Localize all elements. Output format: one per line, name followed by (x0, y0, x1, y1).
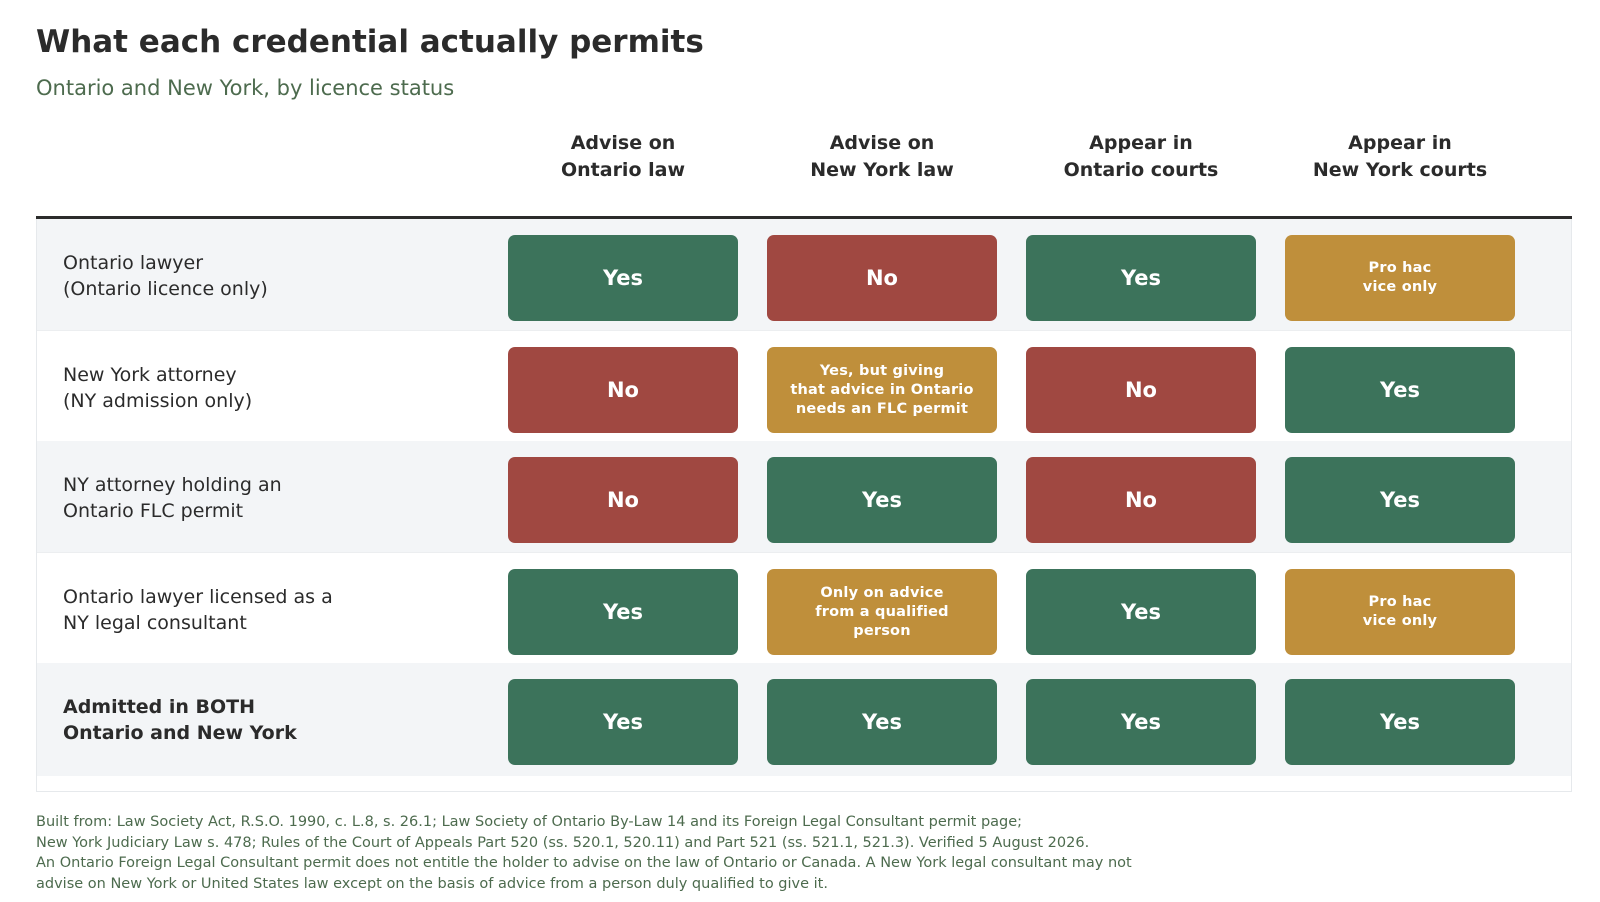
text-line: Yes (861, 488, 903, 512)
text-line: from a qualified (815, 603, 949, 620)
text-line: New York attorney (63, 363, 237, 386)
text-line: advise on New York or United States law … (36, 875, 828, 892)
text-line: No (865, 266, 898, 290)
text-line: Yes (1120, 600, 1162, 624)
status-cell-partial: Yes, but giving that advice in Ontario nee… (767, 347, 997, 433)
text-line: needs an FLC permit (795, 400, 969, 417)
text-line: person (853, 622, 911, 639)
text-line: Ontario law (560, 159, 686, 181)
text-line: that advice in Ontario (790, 381, 974, 398)
text-line: New York law (810, 159, 954, 181)
column-header-2: Advise on New York law (762, 130, 1002, 184)
text-line: Yes (1379, 488, 1421, 512)
text-line: vice only (1362, 613, 1438, 629)
text-line: Yes (1120, 710, 1162, 734)
text-line: Advise on (829, 132, 935, 154)
status-cell-yes: Yes (1285, 347, 1515, 433)
status-cell-partial: Only on advice from a qualified person (767, 569, 997, 655)
row-label: Admitted in BOTH Ontario and New York (63, 663, 297, 776)
status-cell-partial: Pro hac vice only (1285, 569, 1515, 655)
column-header-1: Advise on Ontario law (503, 130, 743, 184)
status-cell-yes: Yes (1285, 679, 1515, 765)
chart-subtitle: Ontario and New York, by licence status (36, 76, 455, 100)
status-cell-yes: Yes (1026, 679, 1256, 765)
text-line: Ontario lawyer (63, 251, 204, 274)
text-line: Advise on (570, 132, 676, 154)
text-line: No (606, 488, 639, 512)
text-line: New York courts (1312, 159, 1488, 181)
row-label: Ontario lawyer licensed as a NY legal con… (63, 553, 333, 666)
status-cell-yes: Yes (508, 679, 738, 765)
row-label: New York attorney (NY admission only) (63, 331, 252, 444)
status-cell-no: No (767, 235, 997, 321)
status-cell-yes: Yes (1026, 235, 1256, 321)
text-line: An Ontario Foreign Legal Consultant perm… (36, 855, 1132, 871)
status-cell-no: No (508, 457, 738, 543)
source-footnote: Built from: Law Society Act, R.S.O. 1990… (36, 812, 1132, 894)
text-line: NY legal consultant (63, 611, 247, 634)
status-cell-yes: Yes (1026, 569, 1256, 655)
table-row: NY attorney holding an Ontario FLC permit… (36, 441, 1572, 554)
text-line: New York Judiciary Law s. 478; Rules of … (36, 834, 1090, 851)
status-cell-no: No (1026, 457, 1256, 543)
text-line: Yes (1379, 710, 1421, 734)
text-line: Only on advice (820, 584, 944, 601)
table-row: Ontario lawyer licensed as a NY legal con… (36, 552, 1572, 665)
text-line: No (1124, 488, 1157, 512)
text-line: Yes (1379, 378, 1421, 402)
text-line: No (606, 378, 639, 402)
text-line: Admitted in BOTH (63, 695, 256, 718)
text-line: Ontario courts (1063, 159, 1219, 181)
text-line: Ontario FLC permit (63, 499, 244, 522)
text-line: Yes, but giving (819, 362, 945, 379)
status-cell-yes: Yes (508, 235, 738, 321)
table-row: New York attorney (NY admission only) No Ye… (36, 330, 1572, 443)
text-line: Built from: Law Society Act, R.S.O. 1990… (36, 814, 1023, 830)
text-line: Appear in (1348, 132, 1452, 154)
header-rule (36, 216, 1572, 219)
status-cell-partial: Pro hac vice only (1285, 235, 1515, 321)
text-line: (Ontario licence only) (63, 277, 268, 300)
status-cell-yes: Yes (767, 457, 997, 543)
text-line: Yes (861, 710, 903, 734)
status-cell-yes: Yes (508, 569, 738, 655)
text-line: (NY admission only) (63, 389, 253, 412)
status-cell-yes: Yes (1285, 457, 1515, 543)
status-cell-yes: Yes (767, 679, 997, 765)
status-cell-no: No (1026, 347, 1256, 433)
text-line: Yes (1120, 266, 1162, 290)
text-line: No (1124, 378, 1157, 402)
row-label: Ontario lawyer (Ontario licence only) (63, 219, 268, 332)
text-line: vice only (1362, 279, 1438, 295)
text-line: Pro hac (1368, 594, 1432, 610)
column-header-3: Appear in Ontario courts (1021, 130, 1261, 184)
text-line: Ontario lawyer licensed as a (63, 585, 333, 608)
text-line: NY attorney holding an (63, 473, 282, 496)
text-line: Yes (602, 266, 644, 290)
status-cell-no: No (508, 347, 738, 433)
table-row: Ontario lawyer (Ontario licence only) Yes N… (36, 219, 1572, 332)
text-line: Yes (602, 710, 644, 734)
text-line: Pro hac (1368, 260, 1432, 276)
row-label: NY attorney holding an Ontario FLC permit (63, 441, 282, 554)
table-row: Admitted in BOTH Ontario and New York Yes Y… (36, 663, 1572, 776)
text-line: Appear in (1089, 132, 1193, 154)
text-line: Yes (602, 600, 644, 624)
column-header-4: Appear in New York courts (1280, 130, 1520, 184)
text-line: Ontario and New York (63, 721, 297, 744)
chart-title: What each credential actually permits (36, 24, 704, 60)
